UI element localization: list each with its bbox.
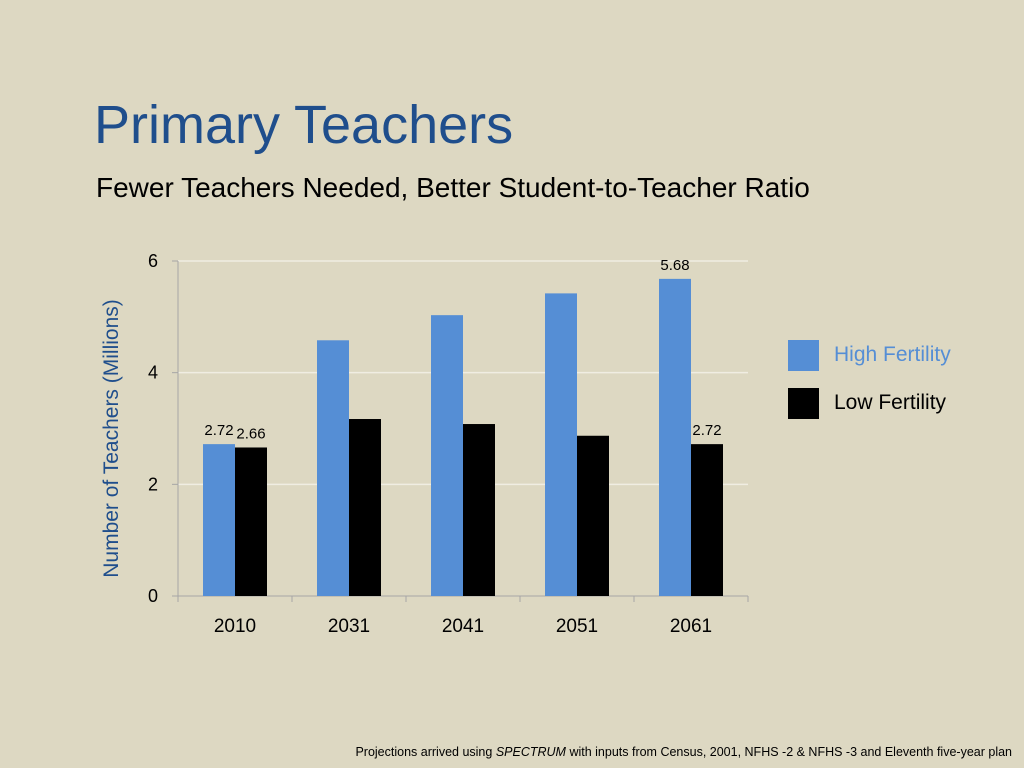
slide-subtitle: Fewer Teachers Needed, Better Student-to…	[96, 172, 810, 203]
legend-label-low-fertility: Low Fertility	[834, 391, 947, 414]
source-footnote: Projections arrived using SPECTRUM with …	[355, 745, 1012, 759]
bar-low-fertility-2041	[463, 424, 495, 596]
y-tick-label-4: 4	[148, 363, 158, 383]
footnote-prefix: Projections arrived using	[355, 745, 496, 759]
x-tick-label-2051: 2051	[556, 616, 598, 637]
bar-low-fertility-2061	[691, 444, 723, 596]
data-label-high-fertility-2010: 2.72	[204, 422, 233, 439]
bar-high-fertility-2051	[545, 293, 577, 596]
data-label-high-fertility-2061: 5.68	[660, 257, 689, 274]
y-axis-label: Number of Teachers (Millions)	[100, 299, 123, 578]
bar-low-fertility-2010	[235, 447, 267, 596]
y-tick-label-6: 6	[148, 251, 158, 271]
data-label-low-fertility-2010: 2.66	[236, 425, 265, 442]
legend-swatch-high-fertility	[788, 340, 819, 371]
y-tick-label-2: 2	[148, 474, 158, 494]
bar-low-fertility-2031	[349, 419, 381, 596]
x-tick-label-2041: 2041	[442, 616, 484, 637]
legend-label-high-fertility: High Fertility	[834, 343, 951, 366]
slide-title: Primary Teachers	[94, 95, 514, 155]
footnote-emphasis: SPECTRUM	[495, 745, 566, 759]
bar-high-fertility-2061	[659, 278, 691, 596]
bar-high-fertility-2010	[203, 444, 235, 596]
footnote-suffix: with inputs from Census, 2001, NFHS -2 &…	[565, 745, 1012, 759]
x-tick-label-2010: 2010	[214, 616, 256, 637]
x-tick-label-2031: 2031	[328, 616, 370, 637]
bar-high-fertility-2041	[431, 315, 463, 596]
bar-low-fertility-2051	[577, 435, 609, 596]
y-tick-label-0: 0	[148, 586, 158, 606]
data-label-low-fertility-2061: 2.72	[692, 422, 721, 439]
legend-swatch-low-fertility	[788, 388, 819, 419]
bar-high-fertility-2031	[317, 340, 349, 596]
x-tick-label-2061: 2061	[670, 616, 712, 637]
